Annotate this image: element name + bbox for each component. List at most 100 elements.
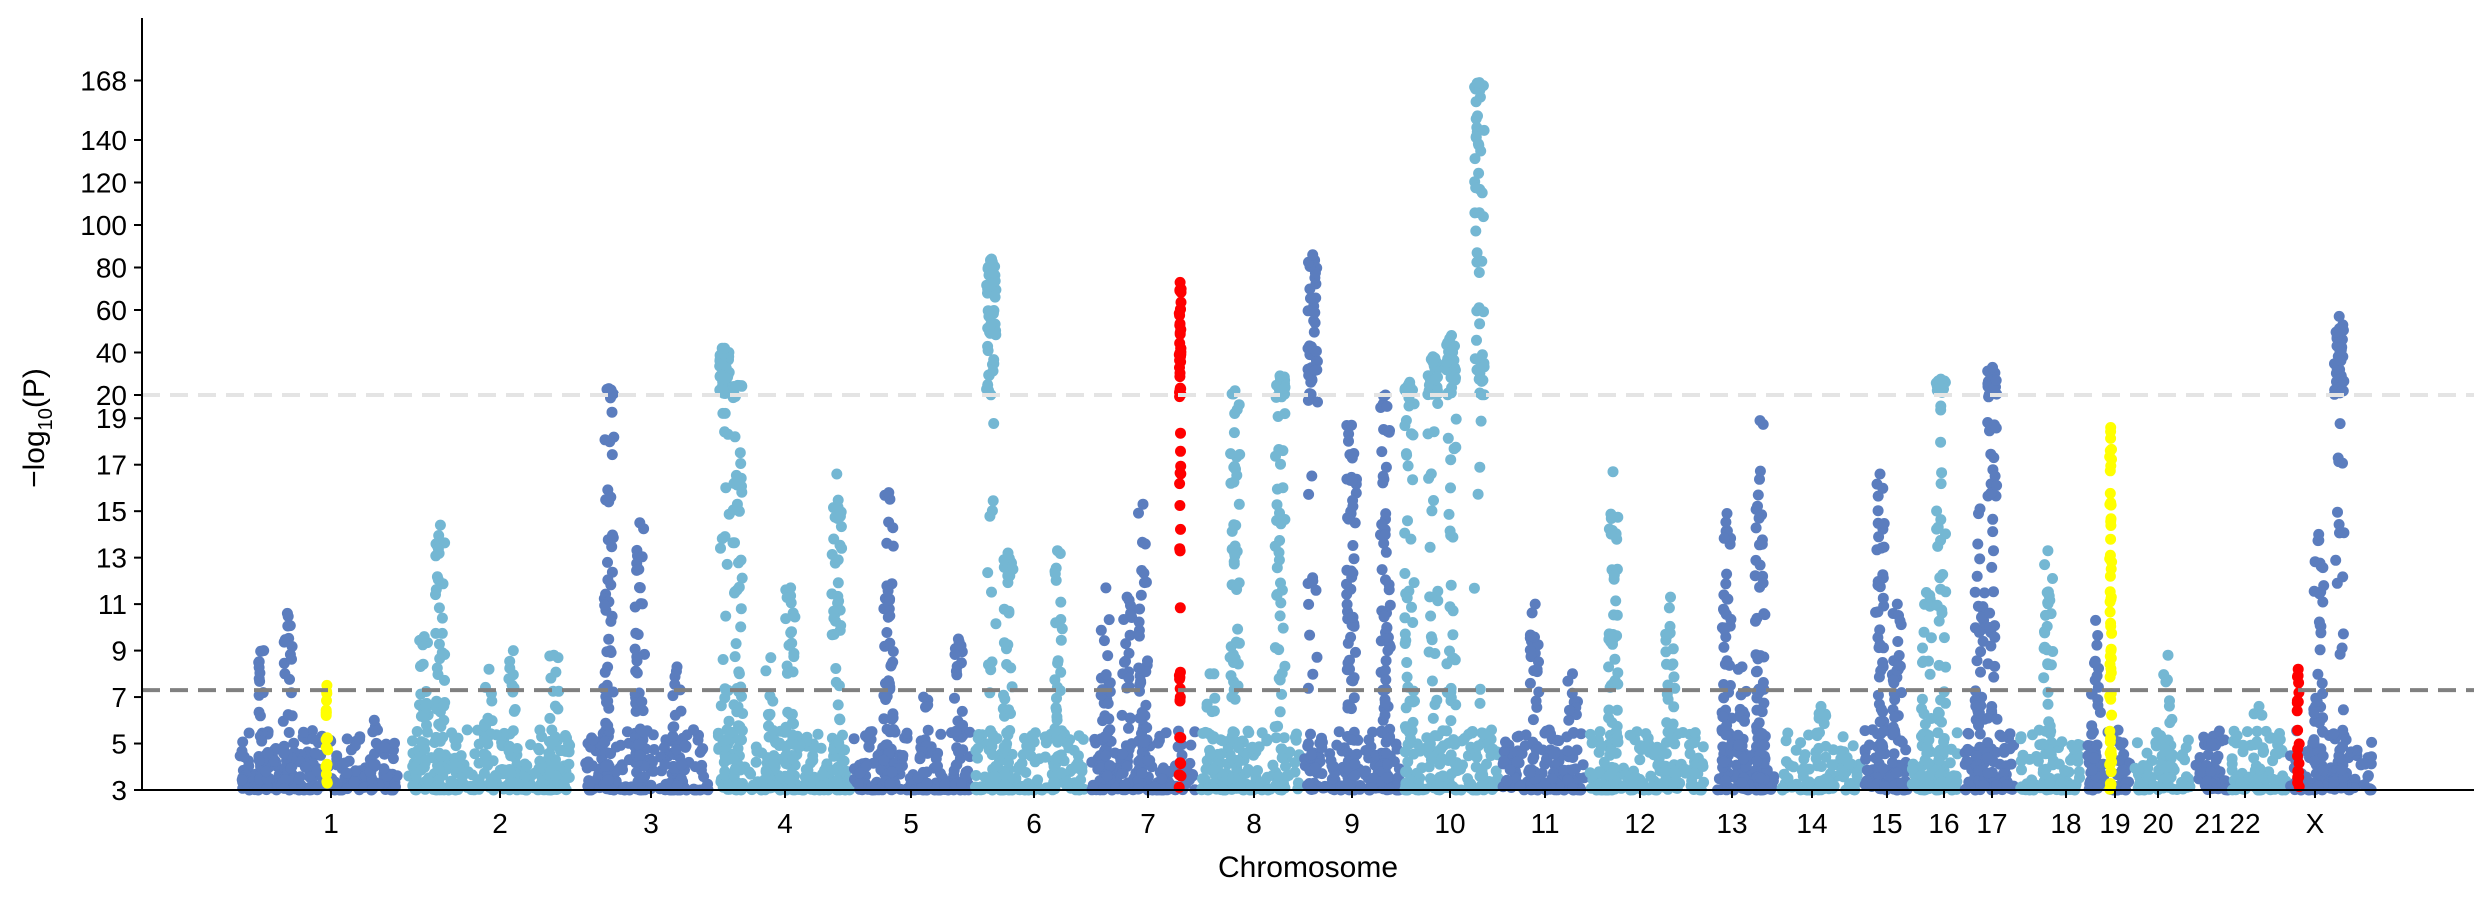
chr-7-peak-point	[1175, 523, 1186, 535]
chr-7-peak-point	[1173, 349, 1185, 361]
chr-16-peak-point	[1936, 776, 1948, 788]
chr-16-peak-point	[1931, 599, 1943, 611]
chr-15-peak-point	[1893, 650, 1905, 661]
chr-13-peak-point	[1732, 729, 1744, 741]
chr-1-peak-point	[254, 710, 266, 722]
chr-1-point	[299, 761, 311, 773]
chr-17-peak-point	[1974, 728, 1986, 740]
chr-4-peak-point	[783, 639, 795, 651]
chr-5-point	[964, 726, 976, 738]
chr-18-point	[2053, 758, 2065, 770]
chr-18-point	[2015, 733, 2027, 745]
chr-9-peak-point	[1309, 762, 1321, 774]
chr-2-peak-point	[433, 763, 445, 775]
chr-8-peak-point	[1271, 499, 1283, 511]
chr-2-peak-point	[552, 703, 564, 715]
chr-7-peak-point	[1116, 768, 1128, 779]
chr-16-peak-point	[1925, 632, 1937, 644]
chr-8-peak-top	[1274, 370, 1286, 382]
chr-4-peak-top	[719, 342, 731, 354]
chr-7-peak-point	[1136, 565, 1148, 576]
chr-10-peak-point	[1469, 353, 1481, 365]
chr-19-peak-point	[2091, 670, 2103, 682]
chr-17-peak-point	[1991, 713, 2003, 725]
chr-13-peak-point	[1720, 775, 1732, 787]
chr-5-point	[853, 778, 864, 790]
chr-2-peak-point	[415, 660, 427, 672]
chr-9-peak-point	[1345, 565, 1357, 577]
chr-5-point	[901, 727, 913, 739]
chr-4-peak-point	[785, 783, 797, 795]
chr-4-peak-point	[720, 482, 732, 494]
chr-8-peak-point	[1205, 748, 1217, 760]
chr-9-peak-point	[1305, 292, 1316, 304]
chr-13-peak-point	[1721, 719, 1733, 731]
chr-9-peak-point	[1383, 732, 1395, 744]
chr-10-peak-point	[1470, 225, 1482, 237]
chr-9-peak-point	[1305, 728, 1316, 740]
chr-10-peak-point	[1474, 683, 1486, 695]
chr-17-peak-point	[1988, 671, 2000, 683]
chr-4-peak-point	[735, 458, 747, 469]
chr-6-peak-top	[1002, 547, 1014, 559]
chr-19-peak-point	[2092, 694, 2104, 706]
chr-4-peak-point	[733, 734, 744, 746]
chr-12-point	[1637, 777, 1649, 789]
chr-5-peak-point	[950, 665, 962, 677]
chr-17-peak-point	[1974, 553, 1986, 565]
chr-1-peak-point	[321, 758, 333, 770]
chr-18-point	[2073, 766, 2085, 778]
chr-9-point	[1303, 738, 1314, 750]
chr-19-peak-point	[2105, 513, 2117, 525]
chr-1-point	[378, 763, 390, 775]
chr-6-peak-point	[989, 291, 1001, 303]
chr-1-point	[341, 767, 353, 779]
chr-8-peak-point	[1233, 637, 1245, 649]
chr-5-peak-point	[884, 637, 896, 649]
chr-9-peak-point	[1377, 477, 1389, 489]
chr-11-peak-top	[1529, 598, 1541, 610]
chr-16-peak-point	[1936, 467, 1948, 479]
chr-17-peak-point	[1970, 700, 1982, 712]
chr-17-peak-point	[1971, 655, 1983, 667]
chr-10-peak-point	[1445, 454, 1457, 466]
chr-17-peak-point	[1984, 622, 1996, 633]
chr-1-peak-point	[285, 762, 297, 774]
chr-12-peak-point	[1666, 659, 1677, 671]
chr-2-peak-point	[549, 760, 561, 772]
chr-11-peak-point	[1563, 714, 1575, 726]
chr-5-point	[860, 730, 871, 742]
chr-6-point	[1065, 763, 1077, 775]
chr-11-peak-point	[1524, 644, 1536, 656]
chr-15-point	[1860, 752, 1872, 764]
chr-12-peak-top	[1607, 466, 1619, 478]
chr-7-peak-point	[1142, 755, 1154, 767]
chr-3-peak-point	[606, 541, 618, 553]
chr-9-peak-point	[1303, 598, 1315, 610]
chr-10-peak-point	[1476, 255, 1488, 267]
chr-3-peak-point	[629, 643, 641, 655]
chr-22-point	[2226, 753, 2238, 765]
chr-9-peak-top	[1346, 419, 1357, 431]
chr-3-point	[689, 761, 701, 773]
chr-10-peak-point	[1446, 344, 1458, 356]
chr-17-peak-point	[1991, 480, 2003, 491]
chr-8-peak-point	[1230, 463, 1241, 475]
chr-3-peak-point	[636, 771, 648, 783]
chr-9-point	[1366, 782, 1378, 794]
chr-6-peak-point	[988, 354, 1000, 366]
chr-4-peak-point	[735, 554, 747, 566]
chr-6-peak-point	[1003, 605, 1015, 617]
chr-10-peak-point	[1425, 610, 1437, 622]
chr-13-peak-point	[1750, 615, 1761, 627]
chr-3-point	[580, 757, 592, 769]
chr-2-peak-point	[505, 767, 517, 779]
chr-4-peak-point	[832, 577, 844, 589]
chr-17-peak-point	[1985, 640, 1997, 652]
chr-3-peak-point	[667, 721, 679, 733]
chr-11-point	[1501, 774, 1513, 786]
chr-19-peak-point	[2104, 586, 2116, 598]
chr-11-peak-point	[1567, 782, 1578, 794]
chr-15-point	[1867, 724, 1879, 736]
chr-8-peak-point	[1228, 547, 1240, 559]
